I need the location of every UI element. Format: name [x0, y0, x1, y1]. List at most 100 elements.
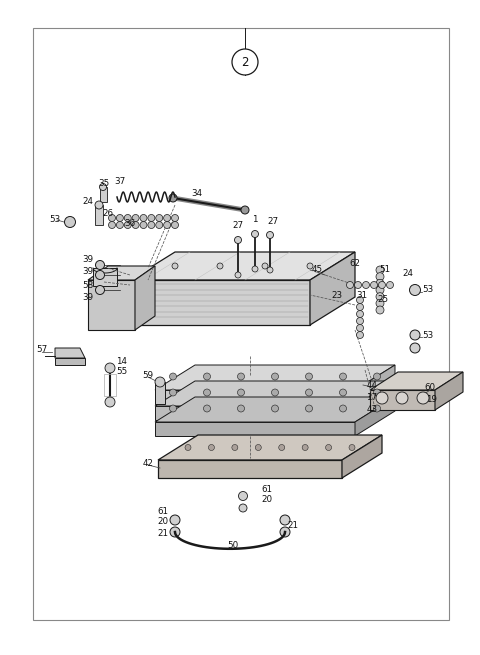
Circle shape: [156, 221, 163, 229]
Polygon shape: [370, 372, 463, 390]
Circle shape: [148, 221, 155, 229]
Circle shape: [105, 397, 115, 407]
Circle shape: [373, 405, 381, 412]
Circle shape: [239, 491, 248, 500]
Circle shape: [376, 266, 384, 274]
Polygon shape: [155, 397, 395, 422]
Circle shape: [238, 389, 244, 396]
Text: 23: 23: [331, 291, 343, 299]
Text: 34: 34: [192, 189, 203, 198]
Bar: [100, 187, 107, 202]
Circle shape: [272, 373, 278, 380]
Circle shape: [164, 214, 170, 221]
Circle shape: [410, 343, 420, 353]
Circle shape: [252, 231, 259, 238]
Circle shape: [171, 221, 179, 229]
Text: 43: 43: [366, 405, 378, 415]
Circle shape: [386, 282, 394, 288]
Circle shape: [325, 445, 332, 451]
Circle shape: [185, 445, 191, 451]
Circle shape: [347, 282, 353, 288]
Text: 21: 21: [288, 521, 299, 529]
Circle shape: [357, 303, 363, 310]
Circle shape: [204, 389, 211, 396]
Polygon shape: [155, 422, 355, 436]
Circle shape: [170, 515, 180, 525]
Circle shape: [379, 282, 385, 288]
Polygon shape: [130, 280, 310, 325]
Text: 35: 35: [98, 179, 109, 187]
Text: 21: 21: [157, 529, 168, 538]
Circle shape: [417, 392, 429, 404]
Circle shape: [307, 263, 313, 269]
Text: 39: 39: [83, 293, 94, 301]
Bar: [155, 382, 165, 404]
Circle shape: [410, 330, 420, 340]
Circle shape: [376, 392, 388, 404]
Circle shape: [280, 515, 290, 525]
Circle shape: [252, 266, 258, 272]
Text: 25: 25: [377, 295, 389, 305]
Text: 53: 53: [422, 286, 433, 295]
Circle shape: [171, 214, 179, 221]
Circle shape: [124, 214, 131, 221]
Circle shape: [95, 201, 103, 209]
Circle shape: [169, 405, 177, 412]
Text: 53: 53: [422, 331, 433, 339]
Circle shape: [108, 214, 116, 221]
Circle shape: [116, 221, 123, 229]
Text: 42: 42: [143, 458, 154, 468]
Text: 19: 19: [427, 396, 437, 405]
Circle shape: [96, 286, 105, 295]
Circle shape: [116, 214, 123, 221]
Circle shape: [373, 373, 381, 380]
Text: 26: 26: [103, 208, 113, 217]
Circle shape: [172, 263, 178, 269]
Text: 27: 27: [232, 221, 243, 231]
Circle shape: [280, 527, 290, 537]
Circle shape: [132, 221, 139, 229]
Text: 36: 36: [124, 219, 135, 229]
Circle shape: [208, 445, 215, 451]
Circle shape: [217, 263, 223, 269]
Circle shape: [124, 221, 131, 229]
Circle shape: [235, 272, 241, 278]
Polygon shape: [155, 365, 395, 390]
Circle shape: [96, 271, 105, 280]
Text: 31: 31: [357, 291, 368, 299]
Circle shape: [105, 363, 115, 373]
Circle shape: [262, 263, 268, 269]
Circle shape: [279, 445, 285, 451]
Text: 62: 62: [349, 259, 360, 267]
Circle shape: [108, 221, 116, 229]
Circle shape: [64, 217, 75, 227]
Circle shape: [339, 405, 347, 412]
Text: 55: 55: [116, 367, 128, 377]
Text: 44: 44: [367, 381, 377, 390]
Polygon shape: [88, 266, 155, 280]
Circle shape: [169, 194, 177, 202]
Circle shape: [266, 231, 274, 238]
Circle shape: [357, 297, 363, 303]
Circle shape: [305, 389, 312, 396]
Circle shape: [156, 214, 163, 221]
Text: 14: 14: [117, 358, 128, 367]
Circle shape: [396, 392, 408, 404]
Circle shape: [305, 405, 312, 412]
Circle shape: [272, 405, 278, 412]
Circle shape: [204, 405, 211, 412]
Polygon shape: [355, 381, 395, 420]
Text: 24: 24: [403, 269, 413, 278]
Text: 27: 27: [267, 217, 278, 227]
Bar: [95, 205, 103, 225]
Circle shape: [235, 236, 241, 244]
Circle shape: [357, 310, 363, 318]
Polygon shape: [435, 372, 463, 410]
Bar: [33, 28, 449, 620]
Circle shape: [409, 284, 420, 295]
Circle shape: [132, 214, 139, 221]
Circle shape: [204, 373, 211, 380]
Circle shape: [169, 389, 177, 396]
Text: 24: 24: [83, 198, 94, 206]
Polygon shape: [342, 435, 382, 478]
